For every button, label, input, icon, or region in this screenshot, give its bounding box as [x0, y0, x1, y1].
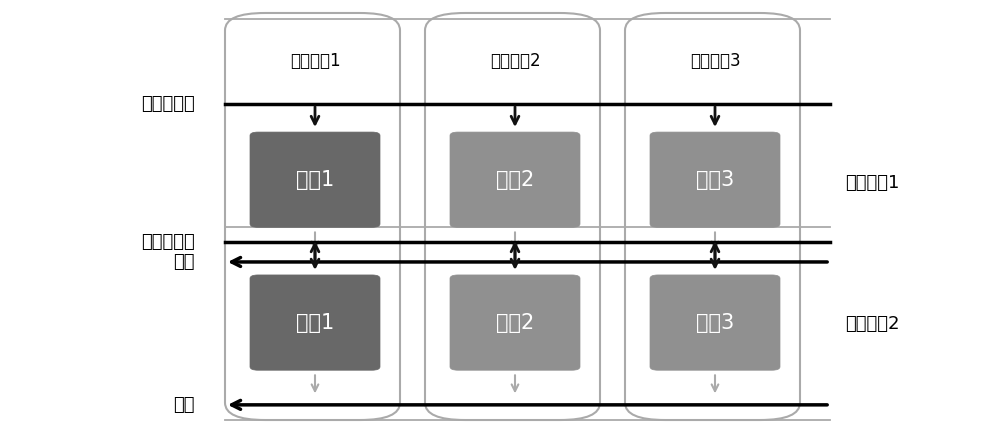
- FancyBboxPatch shape: [650, 132, 780, 227]
- Text: 测量任务2: 测量任务2: [490, 52, 540, 70]
- Text: 输出: 输出: [174, 253, 195, 271]
- Text: 查询1: 查询1: [296, 313, 334, 333]
- Text: 待测量数据: 待测量数据: [141, 233, 195, 252]
- FancyBboxPatch shape: [450, 275, 580, 370]
- Text: 测量任务1: 测量任务1: [290, 52, 340, 70]
- Text: 查询3: 查询3: [696, 170, 734, 190]
- FancyBboxPatch shape: [450, 132, 580, 227]
- FancyBboxPatch shape: [650, 275, 780, 370]
- Text: 查询3: 查询3: [696, 313, 734, 333]
- Text: 测量任务3: 测量任务3: [690, 52, 740, 70]
- Text: 时间窗口2: 时间窗口2: [845, 315, 900, 333]
- Text: 待测量数据: 待测量数据: [141, 95, 195, 113]
- Text: 查询2: 查询2: [496, 170, 534, 190]
- Text: 查询2: 查询2: [496, 313, 534, 333]
- Text: 输出: 输出: [174, 396, 195, 414]
- Text: 查询1: 查询1: [296, 170, 334, 190]
- Text: 时间窗口1: 时间窗口1: [845, 174, 899, 192]
- FancyBboxPatch shape: [250, 132, 380, 227]
- FancyBboxPatch shape: [250, 275, 380, 370]
